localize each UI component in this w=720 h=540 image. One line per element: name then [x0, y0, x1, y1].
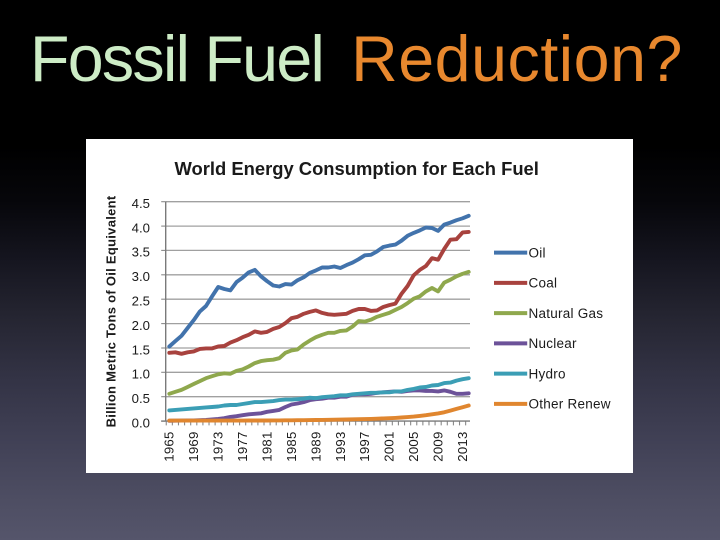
svg-text:1969: 1969	[186, 431, 201, 461]
svg-text:1973: 1973	[211, 431, 226, 461]
svg-text:2.0: 2.0	[132, 318, 150, 333]
svg-text:Other Renew: Other Renew	[529, 397, 611, 412]
svg-text:1989: 1989	[308, 431, 323, 461]
svg-text:Oil: Oil	[529, 245, 546, 260]
svg-text:4.0: 4.0	[132, 220, 150, 235]
svg-text:2001: 2001	[382, 431, 397, 461]
svg-text:2013: 2013	[455, 431, 470, 461]
svg-text:1993: 1993	[333, 431, 348, 461]
svg-text:0.0: 0.0	[132, 415, 150, 430]
svg-text:2005: 2005	[406, 431, 421, 461]
svg-text:World Energy Consumption for E: World Energy Consumption for Each Fuel	[174, 158, 538, 179]
svg-text:2.5: 2.5	[132, 294, 150, 309]
svg-text:1.5: 1.5	[132, 342, 150, 357]
svg-text:2009: 2009	[431, 431, 446, 461]
svg-text:Billion Metric Tons of Oil Equ: Billion Metric Tons of Oil Equivalent	[104, 195, 119, 427]
svg-text:3.0: 3.0	[132, 269, 150, 284]
svg-text:1.0: 1.0	[132, 367, 150, 382]
svg-text:3.5: 3.5	[132, 245, 150, 260]
svg-text:Natural Gas: Natural Gas	[529, 306, 604, 321]
svg-text:1981: 1981	[260, 431, 275, 461]
svg-text:0.5: 0.5	[132, 391, 150, 406]
svg-text:4.5: 4.5	[132, 196, 150, 211]
svg-text:1997: 1997	[357, 431, 372, 461]
svg-text:Nuclear: Nuclear	[529, 336, 578, 351]
svg-text:1977: 1977	[235, 431, 250, 461]
svg-text:1965: 1965	[162, 431, 177, 461]
svg-text:1985: 1985	[284, 431, 299, 461]
svg-text:Coal: Coal	[529, 276, 558, 291]
svg-text:Hydro: Hydro	[529, 366, 566, 381]
